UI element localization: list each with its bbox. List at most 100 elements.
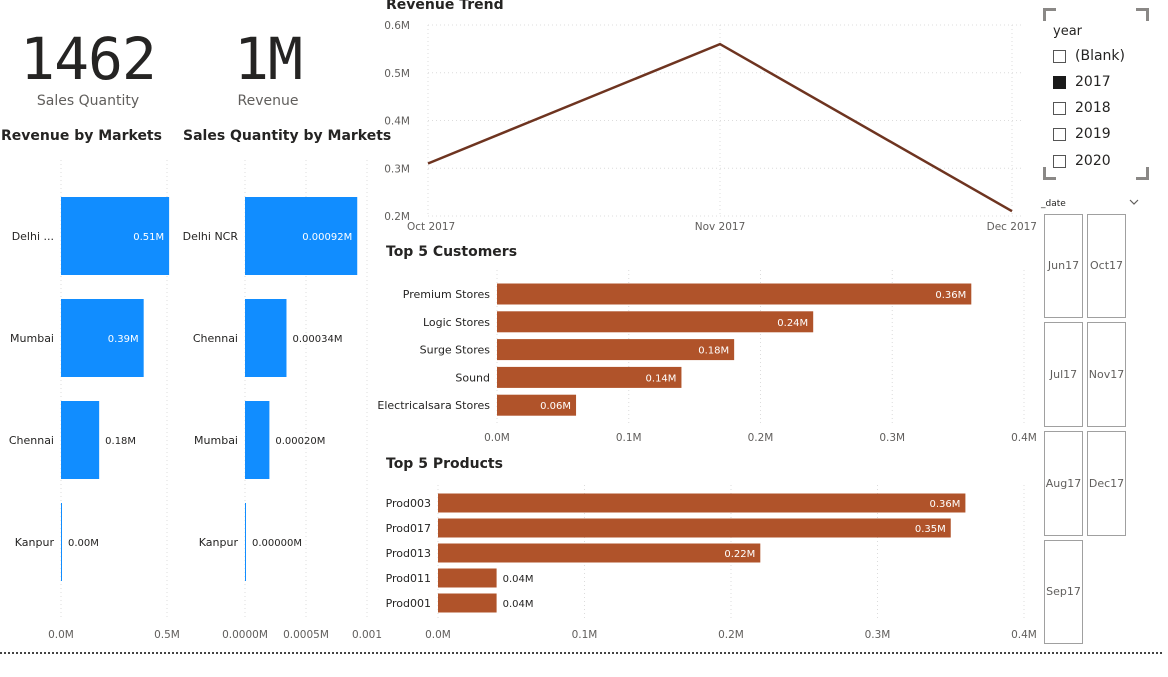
- category-label: Premium Stores: [403, 288, 491, 301]
- year-option[interactable]: (Blank): [1053, 46, 1125, 66]
- category-label: Prod003: [386, 497, 431, 510]
- bar: [61, 197, 170, 275]
- data-label: 0.36M: [935, 290, 966, 301]
- data-label: 0.00092M: [302, 232, 352, 243]
- year-option[interactable]: 2017: [1053, 72, 1111, 92]
- x-tick-label: 0.001: [352, 629, 382, 641]
- category-label: Prod013: [386, 547, 431, 560]
- y-tick-label: 0.4M: [384, 116, 410, 128]
- data-label: 0.00034M: [292, 334, 342, 345]
- date-tile-year: 17: [1065, 259, 1080, 273]
- date-tile-month: Sep: [1046, 585, 1067, 599]
- data-label: 0.39M: [108, 334, 139, 345]
- x-tick-label: 0.3M: [879, 432, 905, 444]
- year-option-label: (Blank): [1075, 48, 1125, 64]
- date-slicer-title: _date: [1041, 199, 1066, 209]
- x-tick-label: Dec 2017: [987, 221, 1037, 233]
- data-label: 0.18M: [698, 346, 729, 357]
- checkbox[interactable]: [1053, 101, 1066, 115]
- year-slicer[interactable]: year (Blank) 2017 2018 2019 2020: [1043, 8, 1149, 180]
- bar: [61, 401, 100, 479]
- data-label: 0.22M: [724, 549, 755, 560]
- slicer-corner: [1136, 167, 1149, 180]
- category-label: Mumbai: [194, 434, 238, 447]
- category-label: Kanpur: [15, 536, 55, 549]
- date-tile[interactable]: Nov 17: [1087, 322, 1126, 427]
- bar: [245, 299, 287, 377]
- date-tile-month: Nov: [1088, 367, 1111, 381]
- date-tile-year: 17: [1067, 476, 1082, 490]
- date-tile-month: Aug: [1045, 476, 1068, 490]
- dashboard-charts: 0.0M 0.5M Delhi ... 0.51M Mumbai 0.39M Chennai…: [9, 20, 1037, 641]
- date-tile[interactable]: Dec 17: [1087, 431, 1126, 536]
- checkbox[interactable]: [1053, 154, 1066, 168]
- kpi-sales-quantity-label: Sales Quantity: [36, 93, 140, 109]
- category-label: Chennai: [9, 434, 54, 447]
- category-label: Mumbai: [10, 332, 54, 345]
- x-tick-label: 0.2M: [748, 432, 774, 444]
- year-option-label: 2017: [1075, 74, 1111, 90]
- top-products-title: Top 5 Products: [386, 456, 503, 472]
- bar: [438, 493, 966, 513]
- date-tile[interactable]: Sep 17: [1044, 540, 1083, 644]
- kpi-revenue-value: 1M: [234, 25, 303, 93]
- date-tile[interactable]: Jun 17: [1044, 214, 1083, 318]
- category-label: Prod011: [386, 572, 431, 585]
- data-label: 0.24M: [777, 318, 808, 329]
- x-tick-label: 0.0005M: [283, 629, 329, 641]
- date-tile-year: 17: [1109, 259, 1124, 273]
- bar: [438, 518, 951, 538]
- category-label: Logic Stores: [423, 316, 490, 329]
- category-label: Electricalsara Stores: [377, 399, 490, 412]
- date-tile-month: Jun: [1047, 259, 1066, 273]
- bar: [497, 283, 972, 305]
- year-option[interactable]: 2018: [1053, 98, 1111, 118]
- x-tick-label: 0.0M: [48, 629, 74, 641]
- y-tick-label: 0.3M: [384, 163, 410, 175]
- checkbox[interactable]: [1053, 75, 1066, 89]
- category-label: Delhi NCR: [183, 230, 239, 243]
- x-tick-label: 0.4M: [1011, 432, 1037, 444]
- year-slicer-title: year: [1053, 24, 1083, 39]
- series-line: [427, 42, 1013, 213]
- slicer-corner: [1043, 167, 1056, 180]
- date-tile[interactable]: Oct 17: [1087, 214, 1126, 318]
- year-option[interactable]: 2019: [1053, 124, 1111, 144]
- date-tile[interactable]: Aug 17: [1044, 431, 1083, 536]
- data-label: 0.51M: [133, 232, 164, 243]
- data-label: 0.14M: [646, 373, 677, 384]
- date-tile-month: Dec: [1088, 476, 1111, 490]
- bar: [497, 394, 577, 416]
- x-tick-label: 0.0000M: [222, 629, 268, 641]
- date-tile-month: Oct: [1089, 259, 1110, 273]
- date-tile-month: Jul: [1049, 367, 1064, 381]
- top-customers-title: Top 5 Customers: [386, 244, 518, 260]
- y-tick-label: 0.6M: [384, 20, 410, 32]
- bar: [245, 503, 246, 581]
- date-tile-year: 17: [1110, 367, 1125, 381]
- data-label: 0.00000M: [252, 538, 302, 549]
- x-tick-label: 0.5M: [154, 629, 180, 641]
- sales-qty-by-markets-title: Sales Quantity by Markets: [183, 128, 392, 144]
- category-label: Prod001: [386, 597, 431, 610]
- category-label: Prod017: [386, 522, 431, 535]
- kpi-sales-quantity-value: 1462: [20, 25, 157, 93]
- bar: [438, 543, 761, 563]
- bar: [497, 311, 814, 333]
- year-option-label: 2020: [1075, 153, 1111, 169]
- checkbox[interactable]: [1053, 49, 1066, 63]
- checkbox[interactable]: [1053, 127, 1066, 141]
- x-tick-label: 0.0M: [484, 432, 510, 444]
- data-label: 0.04M: [503, 574, 534, 585]
- year-option-label: 2019: [1075, 126, 1111, 142]
- data-label: 0.06M: [540, 401, 571, 412]
- year-option-label: 2018: [1075, 100, 1111, 116]
- bar: [61, 299, 144, 377]
- year-option[interactable]: 2020: [1053, 151, 1111, 171]
- data-label: 0.00M: [68, 538, 99, 549]
- date-tile[interactable]: Jul 17: [1044, 322, 1083, 427]
- category-label: Surge Stores: [420, 344, 491, 357]
- bar: [245, 401, 270, 479]
- y-tick-label: 0.2M: [384, 211, 410, 223]
- chevron-down-icon[interactable]: [1128, 198, 1140, 206]
